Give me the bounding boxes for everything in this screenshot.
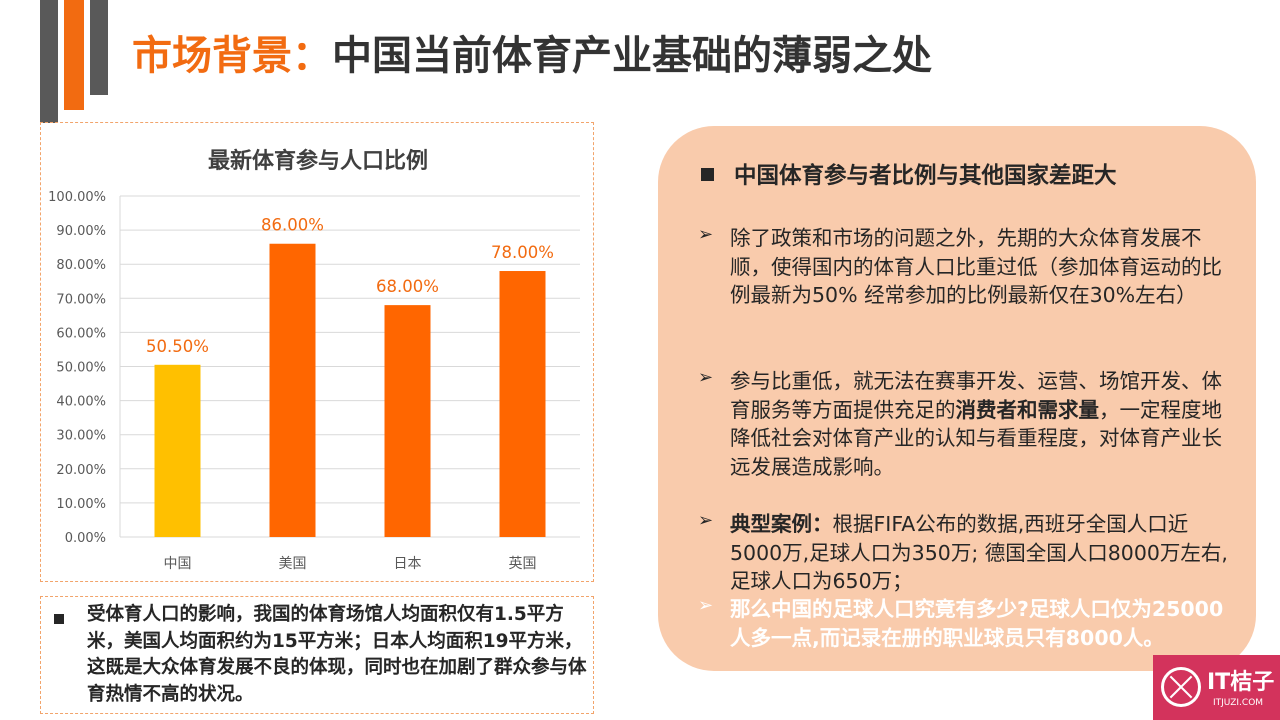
arrow-bullet-icon: ➢: [698, 367, 714, 388]
page-title-main: 中国当前体育产业基础的薄弱之处: [332, 33, 932, 79]
panel-heading: 中国体育参与者比例与其他国家差距大: [700, 158, 1117, 190]
info-panel: 中国体育参与者比例与其他国家差距大 ➢ 除了政策和市场的问题之外，先期的大众体育…: [658, 126, 1256, 671]
x-tick-label: 美国: [279, 556, 307, 572]
panel-item-2-part-b: ，一定程度地降低社会对体育产业的认知与看重程度，对体育产业长远发展造成影响。: [730, 397, 1222, 479]
panel-item-2: ➢ 参与比重低，就无法在赛事开发、运营、场馆开发、体育服务等方面提供充足的消费者…: [698, 367, 1228, 481]
y-tick-label: 50.00%: [56, 361, 106, 376]
panel-item-1-text: 除了政策和市场的问题之外，先期的大众体育发展不顺，使得国内的体育人口比重过低（参…: [730, 226, 1222, 307]
logo-name: IT桔子: [1207, 670, 1275, 695]
panel-item-3-label: 典型案例：: [730, 512, 833, 536]
panel-item-1: ➢ 除了政策和市场的问题之外，先期的大众体育发展不顺，使得国内的体育人口比重过低…: [698, 224, 1228, 310]
panel-item-4: ➢ 那么中国的足球人口究竟有多少?足球人口仅为25000人多一点,而记录在册的职…: [698, 595, 1228, 652]
note-bullet-icon: [54, 614, 64, 624]
x-tick-label: 英国: [509, 555, 537, 572]
page-title-accent: 市场背景：: [132, 33, 332, 79]
note-container: 受体育人口的影响，我国的体育场馆人均面积仅有1.5平方米，美国人均面积约为15平…: [40, 596, 594, 714]
arrow-bullet-icon: ➢: [698, 224, 714, 245]
y-tick-label: 10.00%: [56, 497, 106, 512]
note-text: 受体育人口的影响，我国的体育场馆人均面积仅有1.5平方米，美国人均面积约为15平…: [87, 604, 587, 705]
orange-slice-icon: [1161, 667, 1201, 707]
panel-item-2-emphasis: 消费者和需求量: [955, 397, 1100, 422]
heading-bullet-icon: [701, 168, 714, 181]
panel-item-2-text: 参与比重低，就无法在赛事开发、运营、场馆开发、体育服务等方面提供充足的消费者和需…: [730, 367, 1228, 481]
header-bar-gray-right: [90, 0, 108, 95]
y-tick-label: 0.00%: [65, 531, 106, 546]
chart-container: 最新体育参与人口比例 0.00% 10.00% 20.00% 30.00% 40.00%…: [40, 122, 594, 582]
y-tick-label: 60.00%: [56, 326, 106, 341]
y-tick-label: 90.00%: [56, 224, 106, 239]
logo-url: ITJUZI.COM: [1213, 698, 1264, 708]
y-tick-label: 100.00%: [48, 190, 106, 205]
chart-title: 最新体育参与人口比例: [207, 149, 428, 174]
bar: [499, 271, 546, 537]
itjuzi-logo: IT桔子 ITJUZI.COM: [1153, 655, 1280, 720]
panel-item-3: ➢ 典型案例：根据FIFA公布的数据,西班牙全国人口近5000万,足球人口为35…: [698, 510, 1228, 596]
bar: [269, 243, 316, 537]
y-tick-label: 30.00%: [56, 429, 106, 444]
y-tick-label: 70.00%: [56, 292, 106, 307]
page-title: 市场背景：中国当前体育产业基础的薄弱之处: [132, 26, 932, 86]
y-tick-label: 40.00%: [56, 395, 106, 410]
arrow-bullet-icon: ➢: [698, 595, 714, 616]
y-tick-label: 80.00%: [56, 258, 106, 273]
bar-chart: 0.00% 10.00% 20.00% 30.00% 40.00% 50.00% 60.00…: [48, 190, 580, 572]
header-bar-gray-left: [40, 0, 58, 123]
panel-item-3-body: 根据FIFA公布的数据,西班牙全国人口近5000万,足球人口为350万; 德国全…: [730, 512, 1228, 593]
panel-heading-text: 中国体育参与者比例与其他国家差距大: [734, 163, 1117, 189]
panel-item-2-part-a: 参与比重低，就无法在赛事开发、运营、场馆开发、体育服务等方面提供充足的: [730, 369, 1222, 422]
bar-value-label: 68.00%: [376, 277, 439, 296]
x-tick-label: 日本: [394, 556, 422, 572]
y-tick-label: 20.00%: [56, 463, 106, 478]
bar: [384, 305, 431, 537]
x-tick-label: 中国: [164, 556, 192, 572]
header-bar-orange: [64, 0, 84, 110]
bar-value-label: 78.00%: [491, 243, 554, 262]
bar: [154, 364, 201, 537]
bar-value-label: 86.00%: [261, 216, 324, 235]
bar-value-label: 50.50%: [146, 337, 209, 356]
panel-item-3-text: 典型案例：根据FIFA公布的数据,西班牙全国人口近5000万,足球人口为350万…: [730, 510, 1228, 596]
arrow-bullet-icon: ➢: [698, 510, 714, 531]
panel-item-4-text: 那么中国的足球人口究竟有多少?足球人口仅为25000人多一点,而记录在册的职业球…: [730, 597, 1224, 650]
